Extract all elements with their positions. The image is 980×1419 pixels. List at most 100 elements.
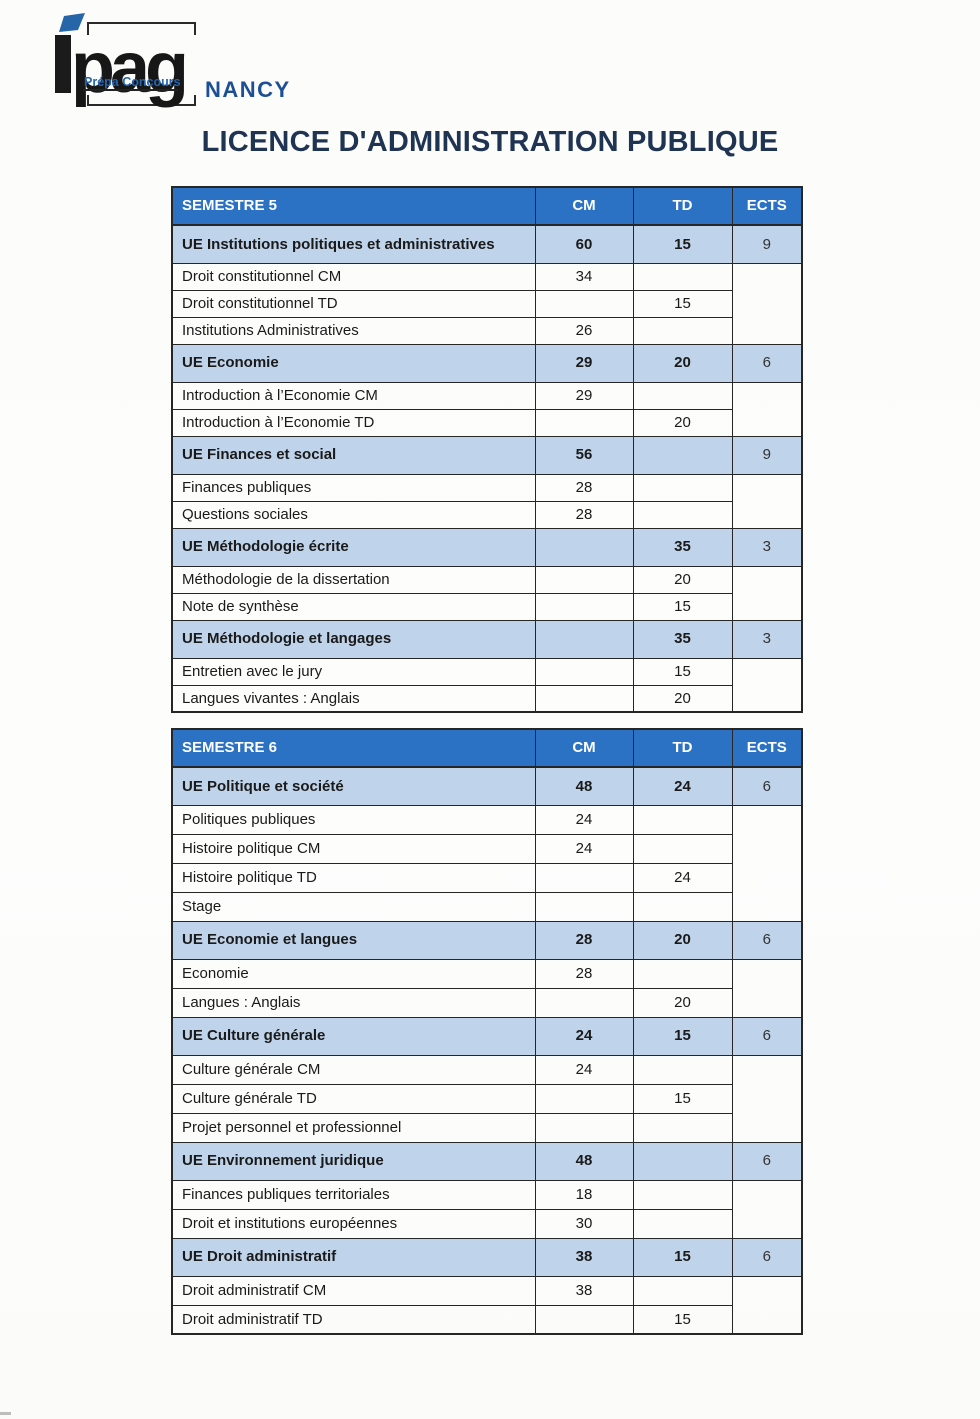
course-row: Histoire politique TD 24 (171, 862, 802, 893)
td-value (632, 804, 733, 835)
course-row: Droit administratif TD 15 (171, 1304, 802, 1335)
course-row: Introduction à l’Economie TD 20 (171, 408, 802, 437)
course-row: Droit administratif CM 38 (171, 1275, 803, 1335)
td-value: 15 (632, 1237, 733, 1277)
ects-merged-cell (731, 1054, 803, 1143)
cm-value (534, 592, 634, 621)
course-label: Finances publiques (171, 473, 536, 502)
ue-row: UE Environnement juridique 48 6 (171, 1141, 803, 1181)
col-header-cm: CM (534, 186, 634, 226)
ects-value: 3 (731, 619, 803, 659)
semester6-table: SEMESTRE 6 CM TD ECTS UE Politique et so… (171, 728, 803, 1335)
logo-letter-i-stem (55, 35, 71, 93)
course-row: Institutions Administratives 26 (171, 316, 802, 345)
course-row: Finances publiques 28 (171, 473, 803, 529)
course-label: Questions sociales (171, 500, 536, 529)
td-value (632, 1054, 733, 1085)
cm-value: 24 (534, 1054, 634, 1085)
course-row: Langues vivantes : Anglais 20 (171, 684, 802, 713)
ects-merged-cell (731, 1179, 803, 1239)
ects-merged-cell (731, 657, 803, 713)
course-row: Langues : Anglais 20 (171, 987, 802, 1018)
cm-value: 60 (534, 224, 634, 264)
cm-value: 24 (534, 804, 634, 835)
ects-merged-cell (731, 381, 803, 437)
course-label: Histoire politique CM (171, 833, 536, 864)
ue-label: UE Culture générale (171, 1016, 536, 1056)
cm-value (534, 657, 634, 686)
cm-value: 28 (534, 920, 634, 960)
cm-value: 24 (534, 833, 634, 864)
semester-label: SEMESTRE 6 (171, 728, 536, 768)
semester-header-row: SEMESTRE 5 CM TD ECTS (171, 186, 803, 226)
ects-value: 6 (731, 1141, 803, 1181)
ue-row: UE Méthodologie écrite 35 3 (171, 527, 803, 567)
course-label: Langues vivantes : Anglais (171, 684, 536, 713)
course-row: Finances publiques territoriales 18 (171, 1179, 803, 1239)
cm-value (534, 1112, 634, 1143)
course-label: Note de synthèse (171, 592, 536, 621)
course-row: Questions sociales 28 (171, 500, 802, 529)
cm-value: 30 (534, 1208, 634, 1239)
ue-label: UE Méthodologie écrite (171, 527, 536, 567)
course-row: Culture générale TD 15 (171, 1083, 802, 1114)
course-label: Histoire politique TD (171, 862, 536, 893)
course-row: Introduction à l’Economie CM 29 (171, 381, 803, 437)
course-label: Introduction à l’Economie CM (171, 381, 536, 410)
ects-value: 6 (731, 766, 803, 806)
course-label: Entretien avec le jury (171, 657, 536, 686)
semester-header-row: SEMESTRE 6 CM TD ECTS (171, 728, 803, 768)
cm-value (534, 891, 634, 922)
ue-label: UE Institutions politiques et administra… (171, 224, 536, 264)
td-value: 20 (632, 565, 733, 594)
course-label: Finances publiques territoriales (171, 1179, 536, 1210)
ects-merged-cell (731, 262, 803, 345)
ipag-logo: pag Prépa Concours NANCY (38, 6, 318, 122)
td-value: 15 (632, 289, 733, 318)
cm-value: 34 (534, 262, 634, 291)
td-value: 35 (632, 619, 733, 659)
td-value: 15 (632, 1016, 733, 1056)
cm-value: 26 (534, 316, 634, 345)
cm-value: 24 (534, 1016, 634, 1056)
cm-value (534, 862, 634, 893)
logo-bracket-top (87, 22, 196, 35)
course-row: Droit constitutionnel TD 15 (171, 289, 802, 318)
td-value (632, 1141, 733, 1181)
semester-label: SEMESTRE 5 (171, 186, 536, 226)
ects-value: 9 (731, 435, 803, 475)
page-title: LICENCE D'ADMINISTRATION PUBLIQUE (201, 126, 779, 158)
course-row: Stage (171, 891, 802, 922)
td-value: 20 (632, 987, 733, 1018)
cm-value: 18 (534, 1179, 634, 1210)
course-row: Droit constitutionnel CM 34 (171, 262, 803, 345)
ue-label: UE Finances et social (171, 435, 536, 475)
td-value (632, 381, 733, 410)
course-label: Projet personnel et professionnel (171, 1112, 536, 1143)
logo-brand-text: pag (71, 28, 185, 108)
td-value (632, 891, 733, 922)
td-value: 15 (632, 1304, 733, 1335)
ects-value: 6 (731, 1016, 803, 1056)
ects-merged-cell (731, 1275, 803, 1335)
ue-row: UE Economie 29 20 6 (171, 343, 803, 383)
ects-value: 3 (731, 527, 803, 567)
ue-label: UE Economie et langues (171, 920, 536, 960)
col-header-td: TD (632, 728, 733, 768)
ects-value: 9 (731, 224, 803, 264)
cm-value (534, 1083, 634, 1114)
course-label: Culture générale TD (171, 1083, 536, 1114)
ue-row: UE Méthodologie et langages 35 3 (171, 619, 803, 659)
td-value: 35 (632, 527, 733, 567)
td-value (632, 1275, 733, 1306)
td-value: 20 (632, 684, 733, 713)
td-value (632, 435, 733, 475)
td-value: 15 (632, 592, 733, 621)
td-value (632, 316, 733, 345)
logo-bracket-bottom (87, 95, 196, 106)
td-value (632, 833, 733, 864)
ue-row: UE Economie et langues 28 20 6 (171, 920, 803, 960)
ue-label: UE Droit administratif (171, 1237, 536, 1277)
td-value: 20 (632, 920, 733, 960)
